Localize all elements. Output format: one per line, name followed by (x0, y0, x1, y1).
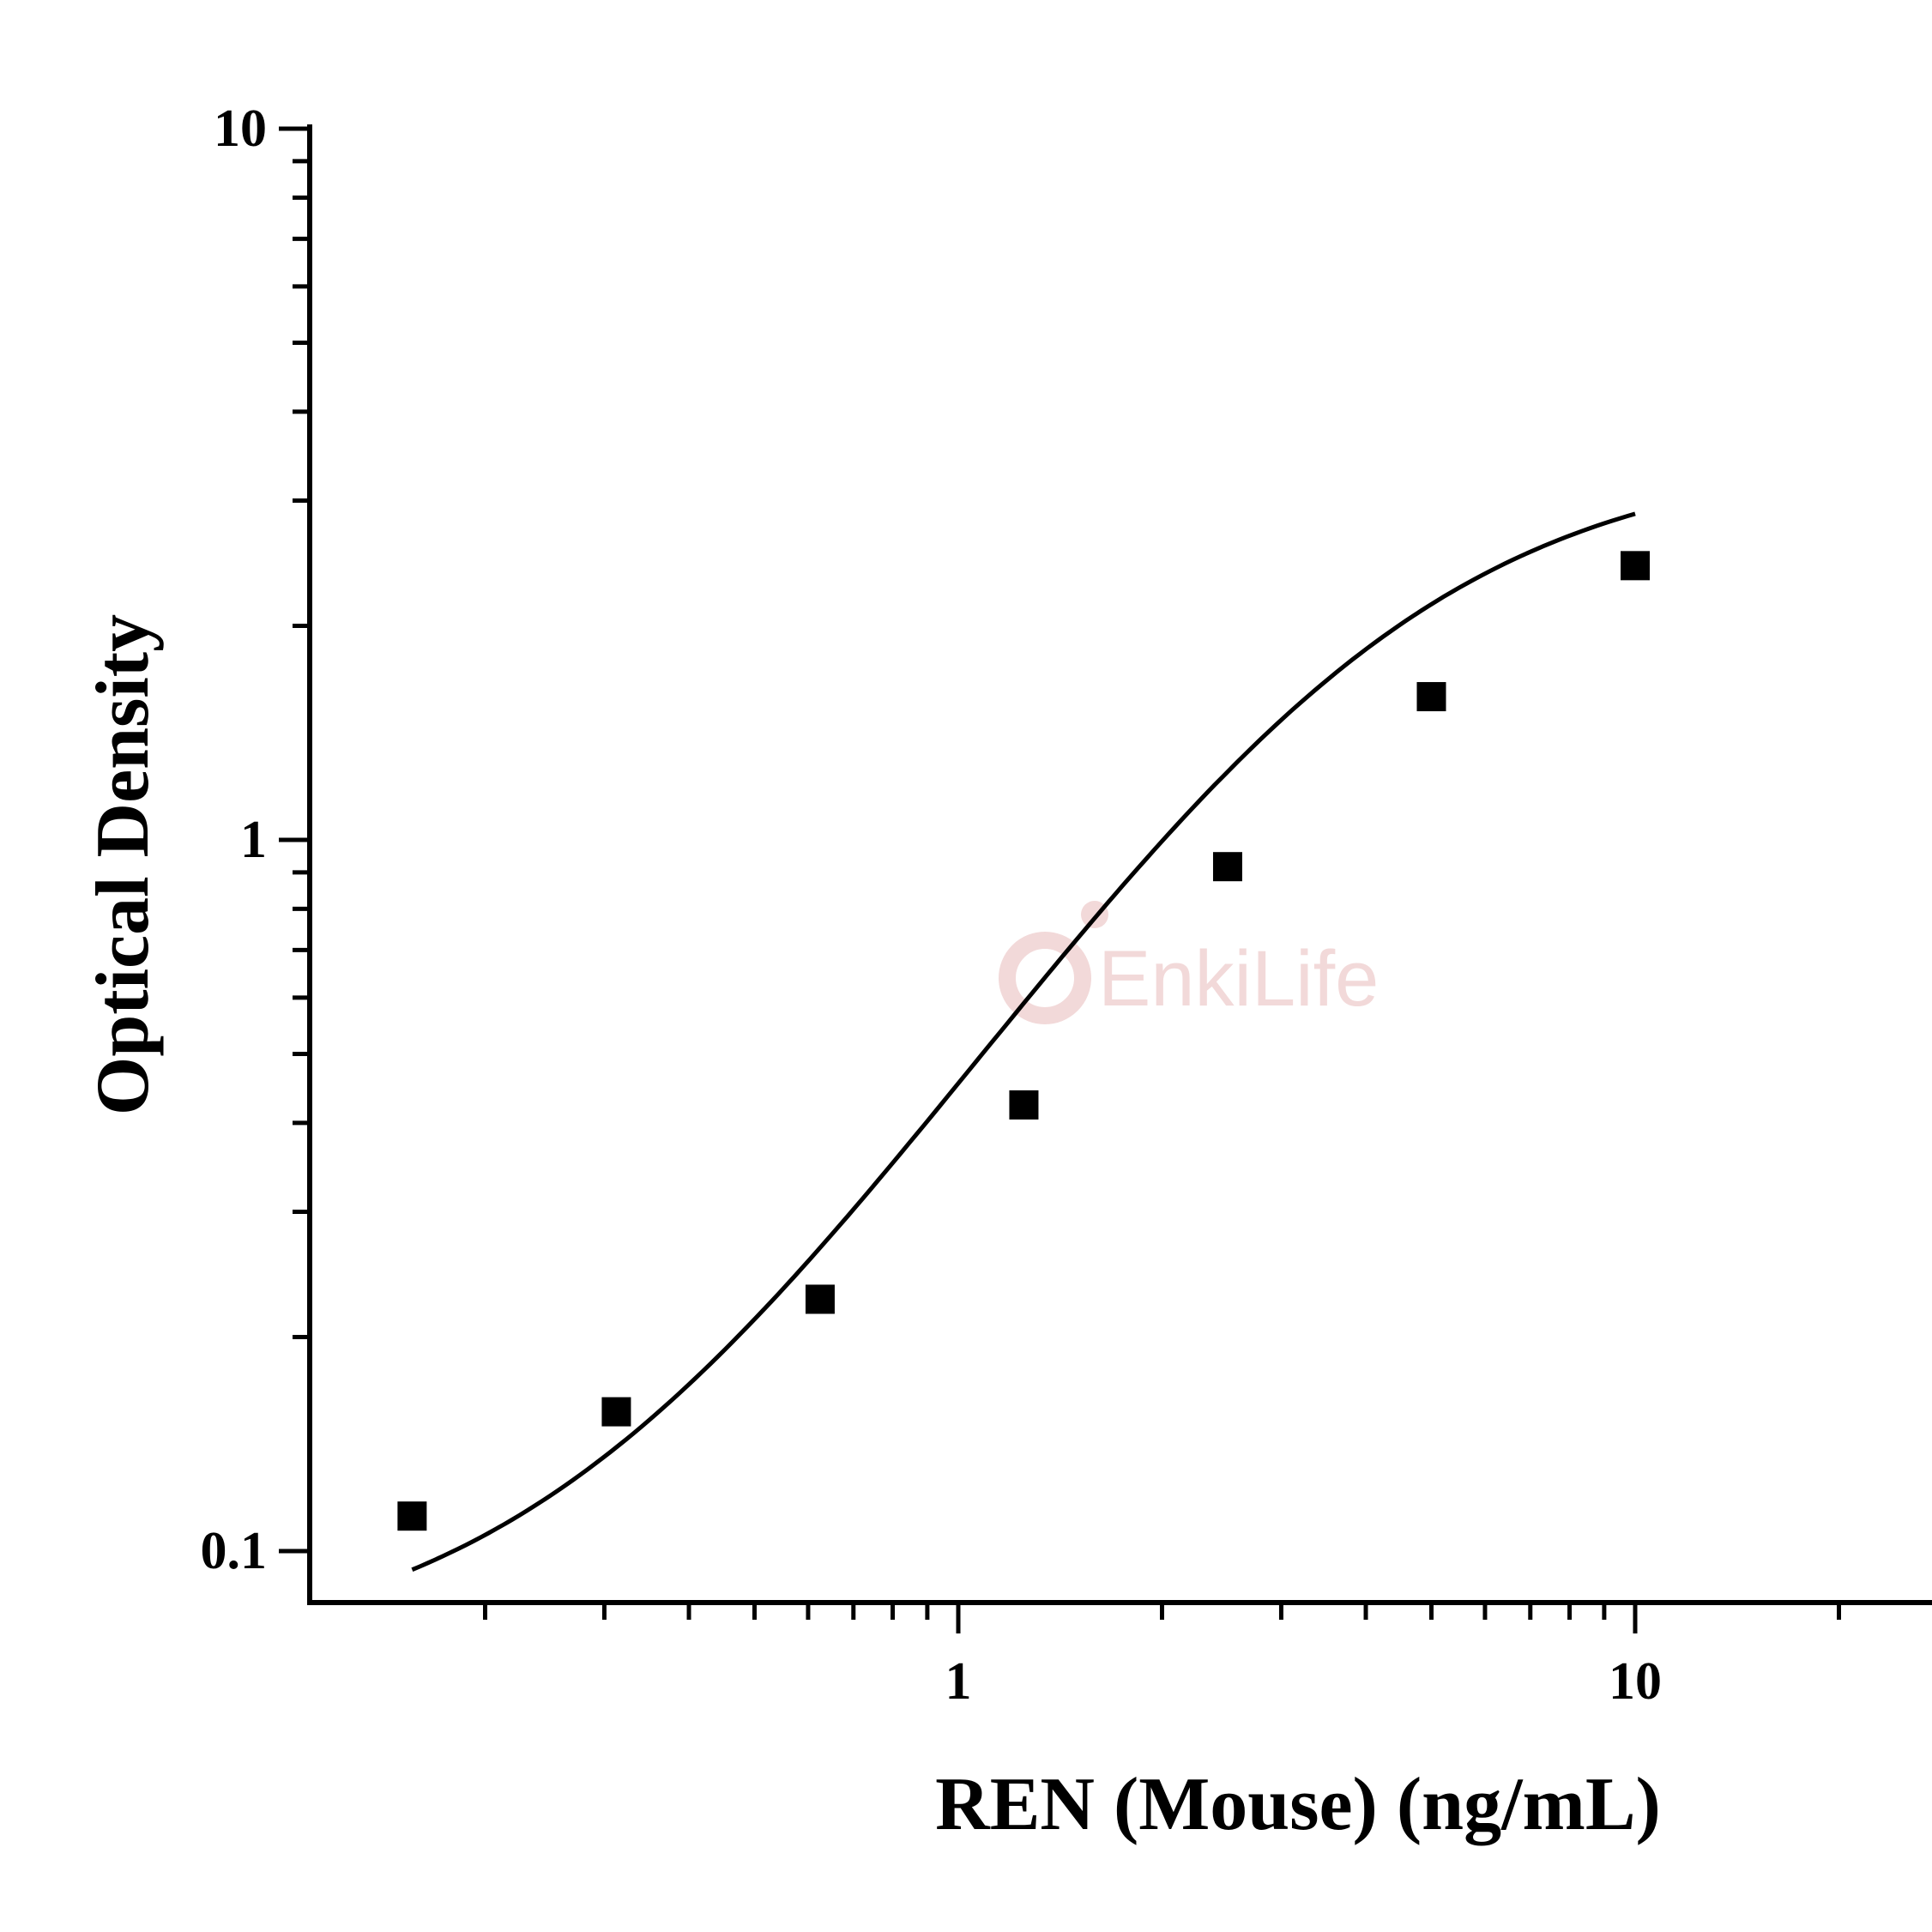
y-tick-label: 0.1 (201, 1522, 268, 1580)
x-tick-label: 10 (1609, 1652, 1662, 1711)
y-tick-label: 10 (214, 100, 267, 158)
x-axis-title: REN (Mouse) (ng/mL) (935, 1763, 1661, 1846)
data-point (601, 1397, 631, 1427)
data-point (1212, 852, 1242, 882)
x-axis-tick-labels: 1 10 (945, 1652, 1663, 1711)
y-tick-label: 1 (240, 811, 267, 869)
x-tick-label: 1 (945, 1652, 972, 1711)
data-point (805, 1284, 835, 1314)
y-axis-tick-labels: 0.1 1 10 (201, 100, 268, 1580)
data-point (397, 1501, 427, 1531)
y-axis-title: Optical Density (82, 614, 165, 1115)
x-axis-ticks (483, 1603, 1842, 1633)
watermark-logo-mark (999, 932, 1091, 1024)
watermark-logo: EnkiLife (999, 901, 1379, 1024)
data-point (1416, 682, 1446, 712)
fit-curve (411, 511, 1636, 1573)
data-point (1009, 1090, 1039, 1120)
y-axis-ticks (279, 126, 310, 1554)
watermark-text: EnkiLife (1098, 935, 1379, 1023)
data-point (1621, 551, 1650, 581)
data-points (397, 551, 1650, 1531)
